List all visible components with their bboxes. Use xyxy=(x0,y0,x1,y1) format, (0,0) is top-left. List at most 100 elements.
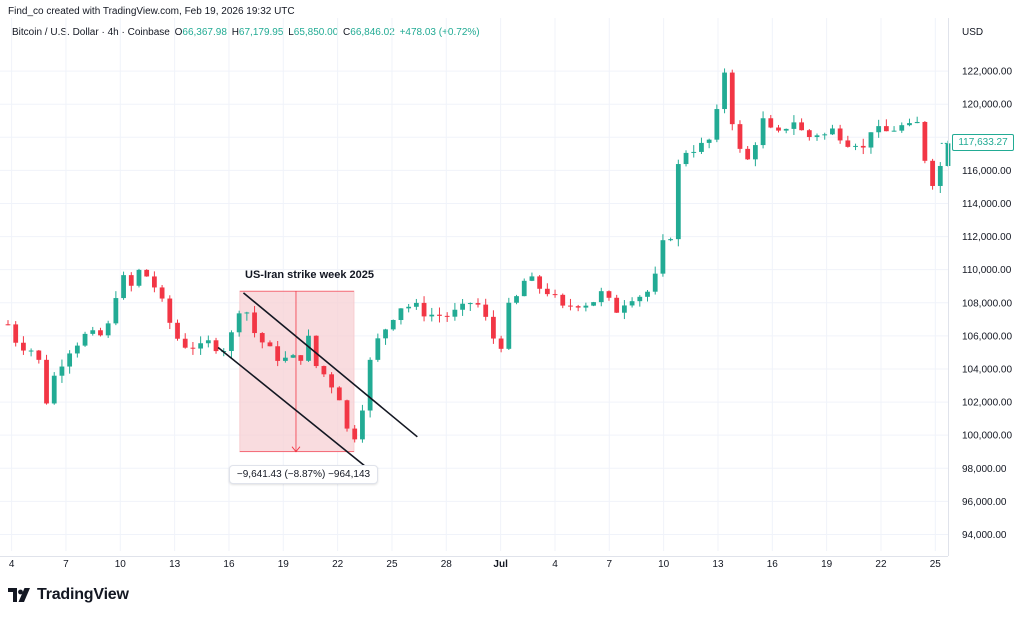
candle-body xyxy=(614,297,620,313)
candle-body xyxy=(437,314,442,316)
measure-arrow-head xyxy=(291,446,301,453)
open-label: O xyxy=(174,27,183,38)
close-label: C xyxy=(343,27,351,38)
candle-body xyxy=(98,330,103,336)
candle-body xyxy=(722,72,727,110)
x-tick-label: 19 xyxy=(821,559,833,570)
x-tick-label: 10 xyxy=(658,559,670,570)
x-tick-label: 19 xyxy=(278,559,290,570)
candle-body xyxy=(652,273,658,292)
candle-body xyxy=(568,305,573,307)
candle-body xyxy=(683,152,689,165)
candle-body xyxy=(760,118,766,146)
candle-body xyxy=(383,329,388,339)
x-tick-label: 13 xyxy=(169,559,181,570)
candle-body xyxy=(252,312,257,334)
candle-body xyxy=(776,127,781,131)
x-tick-label: 22 xyxy=(332,559,344,570)
candle-body xyxy=(521,280,527,297)
x-tick-label: Jul xyxy=(493,559,508,570)
candle-body xyxy=(21,342,26,351)
channel-upper-line xyxy=(242,292,418,438)
tradingview-logo-icon xyxy=(8,588,30,602)
candle-body xyxy=(136,269,142,286)
candle-body xyxy=(44,359,49,404)
candle-body xyxy=(74,345,80,354)
candle-body xyxy=(467,303,473,305)
last-price-tag: 117,633.27 xyxy=(952,134,1014,151)
candle-body xyxy=(406,306,412,309)
candle-body xyxy=(5,324,11,326)
candle-body xyxy=(444,315,450,317)
candle-body xyxy=(236,313,242,333)
candle-body xyxy=(413,302,419,307)
candle-body xyxy=(506,302,512,349)
candle-body xyxy=(375,338,381,360)
symbol-legend: Bitcoin / U.S. Dollar · 4h · Coinbase O6… xyxy=(12,27,480,38)
candle-body xyxy=(660,240,666,274)
candle-body xyxy=(113,298,119,324)
measure-tool xyxy=(239,290,355,453)
candle-body xyxy=(290,355,296,358)
candle-body xyxy=(367,359,373,411)
low-label: L xyxy=(288,27,294,38)
x-tick-label: 22 xyxy=(875,559,887,570)
candle-body xyxy=(706,139,712,143)
currency-label: USD xyxy=(962,27,984,38)
candle-body xyxy=(552,294,558,296)
candle-body xyxy=(629,301,635,306)
candle-body xyxy=(452,309,458,317)
candle-body xyxy=(830,128,835,135)
y-tick-label: 102,000.00 xyxy=(962,398,1012,409)
candle-body xyxy=(59,366,65,376)
candle-body xyxy=(514,296,519,303)
annotation-title[interactable]: US-Iran strike week 2025 xyxy=(245,269,375,281)
tradingview-logo[interactable]: TradingView xyxy=(8,585,129,605)
y-tick-label: 106,000.00 xyxy=(962,331,1012,342)
chart-grid xyxy=(0,18,948,551)
candle-body xyxy=(491,316,496,339)
x-tick-label: 13 xyxy=(712,559,724,570)
candle-body xyxy=(583,305,589,308)
candle-body xyxy=(598,291,604,303)
candle-body xyxy=(175,322,180,339)
candle-body xyxy=(622,305,627,313)
candle-body xyxy=(675,164,681,240)
candle-body xyxy=(645,291,650,297)
channel-lower-line xyxy=(217,346,375,474)
candle-body xyxy=(313,335,319,367)
candle-body xyxy=(714,109,720,140)
candle-body xyxy=(90,330,96,334)
x-tick-label: 10 xyxy=(115,559,127,570)
x-tick-label: 16 xyxy=(767,559,779,570)
candle-body xyxy=(475,303,481,305)
candle-body xyxy=(483,304,489,317)
candle-body xyxy=(121,275,126,299)
candle-body xyxy=(752,145,758,160)
x-tick-label: 7 xyxy=(63,559,69,570)
candle-body xyxy=(845,140,851,147)
candle-body xyxy=(159,287,165,299)
candle-body xyxy=(352,428,358,440)
candle-body xyxy=(822,134,828,136)
candle-body xyxy=(421,302,427,317)
candle-body xyxy=(860,145,866,148)
candle-body xyxy=(275,346,281,361)
x-tick-label: 4 xyxy=(9,559,15,570)
candle-body xyxy=(691,151,697,153)
x-tick-label: 16 xyxy=(223,559,235,570)
candle-body xyxy=(190,347,196,349)
candle-body xyxy=(460,303,465,310)
candle-body xyxy=(537,276,543,289)
trend-channel xyxy=(217,142,948,474)
candle-body xyxy=(344,400,350,429)
candle-body xyxy=(298,355,304,361)
low-value: 65,850.00 xyxy=(293,27,339,38)
candle-body xyxy=(182,338,188,348)
y-tick-label: 110,000.00 xyxy=(962,265,1012,276)
candle-body xyxy=(321,366,327,375)
candle-body xyxy=(229,332,234,352)
x-tick-label: 28 xyxy=(441,559,453,570)
y-tick-label: 100,000.00 xyxy=(962,431,1012,442)
